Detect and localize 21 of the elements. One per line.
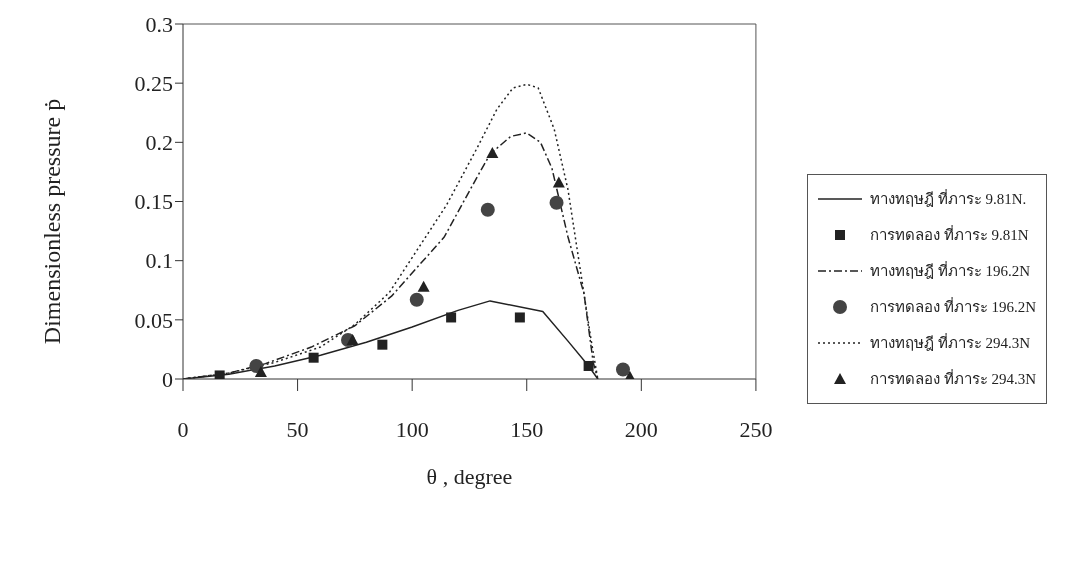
y-tick-label: 0.1: [145, 248, 173, 274]
y-tick-label: 0.25: [134, 70, 173, 96]
legend-label: ทางทฤษฎี ที่ภาระ 196.2N: [869, 260, 1030, 281]
legend-label: การทดลอง ที่ภาระ 9.81N: [869, 224, 1029, 245]
x-tick-label: 0: [177, 416, 189, 442]
x-tick-label: 50: [286, 416, 309, 442]
y-tick-label: 0: [162, 366, 173, 392]
y-tick-label: 0.2: [145, 130, 173, 156]
legend-label: ทางทฤษฎี ที่ภาระ 9.81N.: [869, 188, 1027, 209]
legend-label: การทดลอง ที่ภาระ 196.2N: [869, 296, 1036, 317]
y-tick-label: 0.3: [145, 11, 173, 37]
x-tick-label: 250: [739, 416, 773, 442]
y-axis-title: Dimensionless pressure ṗ: [38, 98, 65, 345]
y-tick-label: 0.05: [134, 307, 173, 333]
y-tick-label: 0.15: [134, 189, 173, 215]
x-tick-label: 100: [395, 416, 429, 442]
legend-label: ทางทฤษฎี ที่ภาระ 294.3N: [869, 332, 1030, 353]
legend-label: การทดลอง ที่ภาระ 294.3N: [869, 368, 1036, 389]
x-axis-title: θ , degree: [426, 464, 513, 489]
x-tick-label: 150: [510, 416, 544, 442]
x-tick-label: 200: [624, 416, 658, 442]
